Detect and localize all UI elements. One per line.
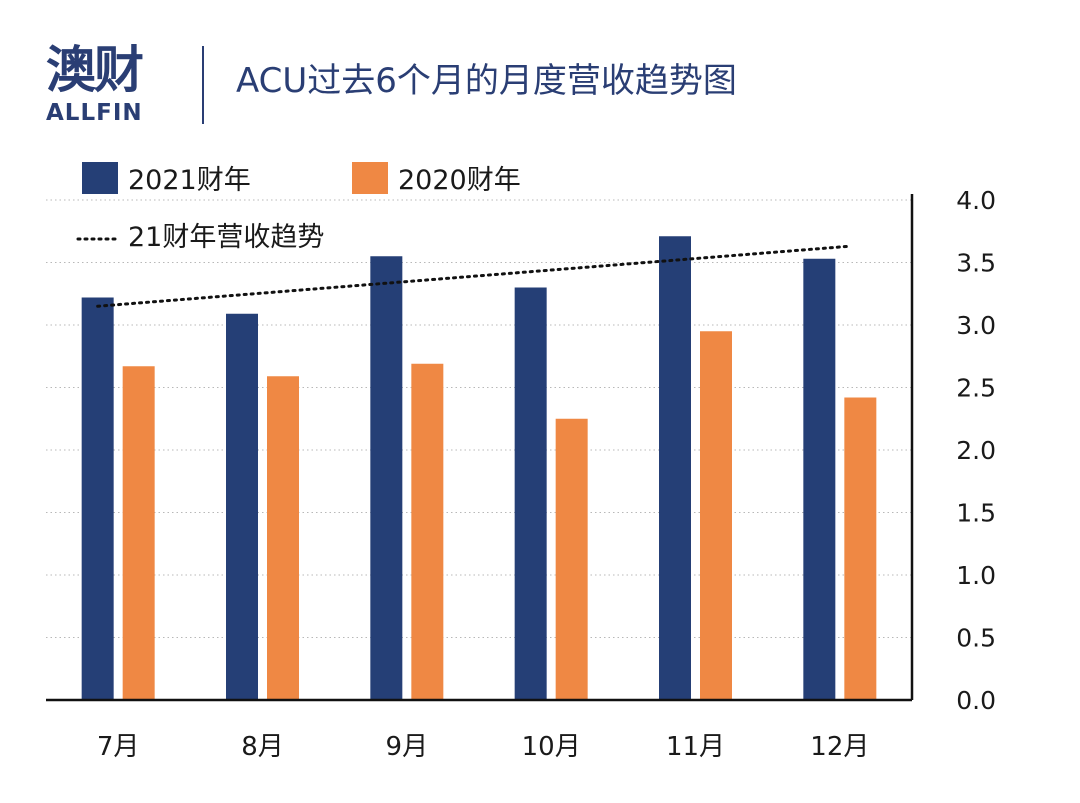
y-tick-label: 1.0	[956, 561, 996, 590]
chart-title: ACU过去6个月的月度营收趋势图	[236, 61, 737, 101]
legend-label-2021: 2021财年	[128, 165, 251, 196]
y-tick-label: 4.0	[956, 186, 996, 215]
bar-2021	[370, 256, 403, 700]
trend-line	[96, 244, 851, 308]
y-tick-label: 0.0	[956, 686, 996, 715]
legend-swatch-2020	[352, 162, 388, 194]
y-tick-label: 3.0	[956, 311, 996, 340]
x-category-label: 11月	[666, 732, 725, 762]
trend-line-group	[96, 244, 851, 308]
x-category-label: 9月	[386, 732, 429, 762]
bar-2020	[411, 363, 444, 700]
bar-2020	[122, 366, 155, 700]
bar-2020	[555, 418, 588, 700]
brand-logo: 澳财 ALLFIN	[46, 40, 166, 130]
x-category-label: 8月	[241, 732, 284, 762]
bar-2021	[226, 313, 258, 700]
bar-2020	[844, 397, 877, 700]
logo-english-text: ALLFIN	[46, 100, 143, 126]
x-category-label: 10月	[522, 732, 581, 762]
bar-2021	[659, 236, 691, 700]
bar-2021	[514, 287, 547, 700]
bar-2021	[81, 297, 114, 700]
y-tick-label: 3.5	[956, 249, 996, 278]
legend-label-2020: 2020财年	[398, 165, 521, 196]
header-divider	[202, 46, 204, 124]
y-tick-label: 0.5	[956, 624, 996, 653]
x-category-labels: 7月 8月 9月 10月 11月 12月	[97, 732, 869, 762]
x-category-label: 7月	[97, 732, 140, 762]
bar-2020	[700, 331, 732, 700]
legend-swatch-2021	[82, 162, 118, 194]
y-tick-label: 2.5	[956, 374, 996, 403]
logo-chinese-text: 澳财	[46, 41, 144, 99]
y-tick-labels: 0.0 0.5 1.0 1.5 2.0 2.5 3.0 3.5 4.0	[956, 186, 996, 715]
legend: 2021财年 2020财年 21财年营收趋势	[76, 162, 521, 253]
y-tick-label: 1.5	[956, 499, 996, 528]
grid-lines	[46, 199, 912, 638]
bar-2021	[803, 258, 836, 700]
legend-label-trend: 21财年营收趋势	[128, 222, 324, 253]
bars-group	[81, 236, 877, 700]
bar-2020	[267, 376, 299, 700]
axes-group	[46, 194, 914, 702]
y-tick-label: 2.0	[956, 436, 996, 465]
x-category-label: 12月	[810, 732, 869, 762]
